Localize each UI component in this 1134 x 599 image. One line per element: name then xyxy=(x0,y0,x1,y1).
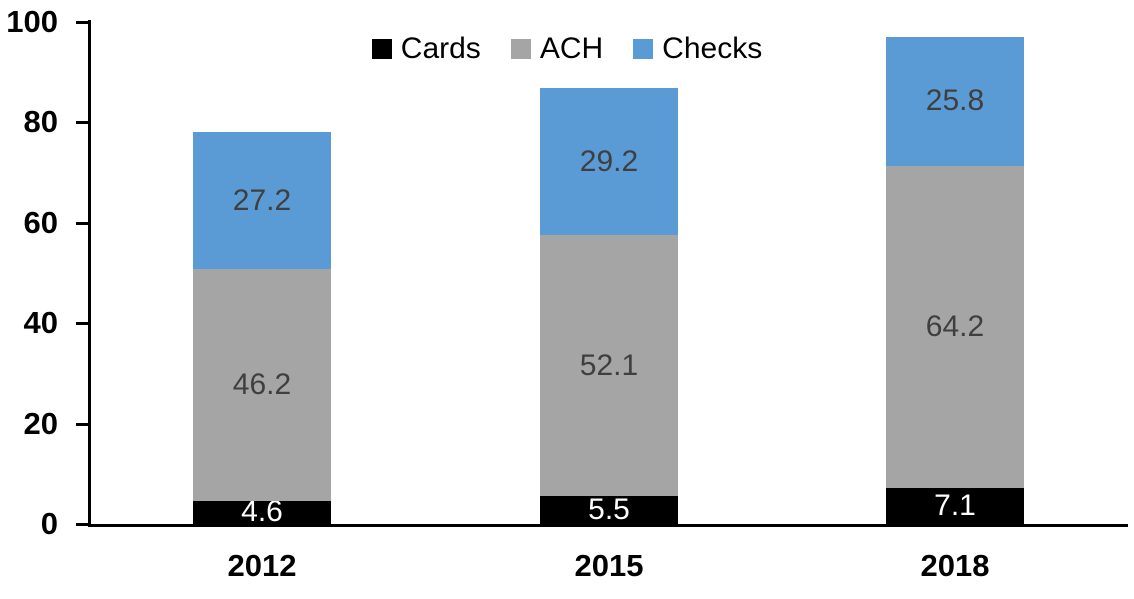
x-axis-label-2012: 2012 xyxy=(227,548,297,583)
bar-segment-ach-2018: 64.2 xyxy=(886,166,1024,489)
y-axis-line xyxy=(88,20,91,527)
data-label: 52.1 xyxy=(579,348,639,382)
x-axis-label-2015: 2015 xyxy=(574,548,644,583)
y-tick-label: 60 xyxy=(23,204,58,240)
y-tick-mark xyxy=(76,523,88,526)
y-tick-mark xyxy=(76,422,88,426)
bar-segment-cards-2012: 4.6 xyxy=(193,497,331,527)
data-label: 27.2 xyxy=(232,183,292,217)
legend-label: Checks xyxy=(662,32,763,65)
data-label: 29.2 xyxy=(579,144,639,178)
x-axis-line xyxy=(88,524,1128,527)
y-tick-mark xyxy=(76,322,88,326)
legend-item-cards: Cards xyxy=(371,32,481,65)
bar-segment-ach-2015: 52.1 xyxy=(540,234,678,497)
data-label: 46.2 xyxy=(232,367,292,401)
legend-swatch-icon xyxy=(633,39,654,59)
bar-segment-checks-2018: 25.8 xyxy=(886,36,1024,167)
data-label: 5.5 xyxy=(588,493,630,527)
bar-segment-cards-2015: 5.5 xyxy=(540,493,678,527)
legend-label: ACH xyxy=(539,32,604,65)
data-label: 7.1 xyxy=(934,489,976,523)
bar-segment-cards-2018: 7.1 xyxy=(886,488,1024,524)
legend-label: Cards xyxy=(400,32,481,65)
y-tick-mark xyxy=(76,121,88,125)
legend-swatch-icon xyxy=(371,39,392,59)
y-tick-label: 0 xyxy=(40,506,58,541)
legend-swatch-icon xyxy=(510,39,531,59)
bar-segment-checks-2012: 27.2 xyxy=(193,132,331,269)
data-label: 64.2 xyxy=(925,310,985,344)
x-axis-label-2018: 2018 xyxy=(920,548,990,583)
y-tick-mark xyxy=(76,21,88,24)
data-label: 4.6 xyxy=(241,495,283,529)
bar-segment-checks-2015: 29.2 xyxy=(540,88,678,235)
legend-item-ach: ACH xyxy=(510,32,604,65)
legend-item-checks: Checks xyxy=(633,34,762,64)
y-tick-mark xyxy=(76,221,88,225)
y-tick-label: 100 xyxy=(6,4,58,39)
y-tick-label: 80 xyxy=(23,104,58,140)
y-tick-label: 40 xyxy=(23,305,58,341)
y-tick-label: 20 xyxy=(23,405,58,441)
data-label: 25.8 xyxy=(925,84,985,118)
bar-segment-ach-2012: 46.2 xyxy=(193,268,331,501)
